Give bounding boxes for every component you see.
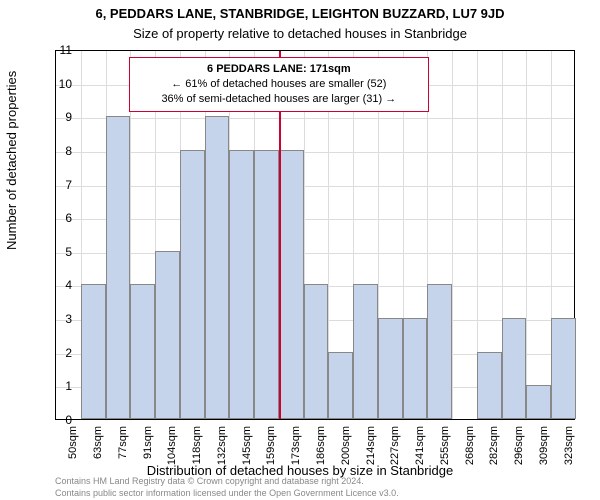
x-tick-label: 63sqm xyxy=(92,426,104,476)
bar xyxy=(427,284,452,419)
x-tick-label: 227sqm xyxy=(389,426,401,476)
gridline-h xyxy=(56,152,574,153)
x-tick-label: 91sqm xyxy=(142,426,154,476)
x-tick-label: 296sqm xyxy=(513,426,525,476)
marker-annotation: 6 PEDDARS LANE: 171sqm ← 61% of detached… xyxy=(129,57,429,112)
y-tick-label: 7 xyxy=(52,178,72,192)
page-title: 6, PEDDARS LANE, STANBRIDGE, LEIGHTON BU… xyxy=(0,6,600,21)
bar xyxy=(526,385,551,419)
x-tick-label: 77sqm xyxy=(117,426,129,476)
bar xyxy=(81,284,106,419)
y-tick-label: 2 xyxy=(52,346,72,360)
y-tick-label: 10 xyxy=(52,77,72,91)
y-tick-label: 5 xyxy=(52,245,72,259)
x-tick-label: 173sqm xyxy=(290,426,302,476)
y-tick-label: 9 xyxy=(52,110,72,124)
y-tick-label: 8 xyxy=(52,144,72,158)
gridline-h xyxy=(56,186,574,187)
x-tick-label: 309sqm xyxy=(538,426,550,476)
x-tick-label: 323sqm xyxy=(563,426,575,476)
bar xyxy=(502,318,527,419)
x-tick-label: 241sqm xyxy=(414,426,426,476)
y-tick-label: 3 xyxy=(52,312,72,326)
gridline-h xyxy=(56,118,574,119)
bar xyxy=(328,352,353,419)
gridline-v xyxy=(452,51,453,419)
gridline-h xyxy=(56,219,574,220)
x-tick-label: 104sqm xyxy=(166,426,178,476)
x-tick-label: 255sqm xyxy=(439,426,451,476)
footer-copyright-1: Contains HM Land Registry data © Crown c… xyxy=(55,476,364,486)
y-axis-label: Number of detached properties xyxy=(4,71,19,250)
bar xyxy=(254,150,279,419)
x-tick-label: 159sqm xyxy=(265,426,277,476)
gridline-v xyxy=(526,51,527,419)
x-tick-label: 118sqm xyxy=(191,426,203,476)
gridline-h xyxy=(56,253,574,254)
y-tick-label: 0 xyxy=(52,413,72,427)
y-tick-label: 6 xyxy=(52,211,72,225)
bar xyxy=(304,284,329,419)
chart-plot-area: 6 PEDDARS LANE: 171sqm ← 61% of detached… xyxy=(55,50,575,420)
bar xyxy=(130,284,155,419)
bar xyxy=(180,150,205,419)
x-tick-label: 268sqm xyxy=(464,426,476,476)
bar xyxy=(279,150,304,419)
page-subtitle: Size of property relative to detached ho… xyxy=(0,26,600,41)
bar xyxy=(229,150,254,419)
y-tick-label: 11 xyxy=(52,43,72,57)
annotation-line1: 6 PEDDARS LANE: 171sqm xyxy=(138,62,420,77)
x-tick-label: 132sqm xyxy=(216,426,228,476)
bar xyxy=(205,116,230,419)
x-tick-label: 186sqm xyxy=(315,426,327,476)
annotation-line2: ← 61% of detached houses are smaller (52… xyxy=(138,77,420,92)
bar xyxy=(106,116,131,419)
x-tick-label: 200sqm xyxy=(340,426,352,476)
y-tick-label: 4 xyxy=(52,278,72,292)
x-tick-label: 50sqm xyxy=(67,426,79,476)
bar xyxy=(403,318,428,419)
y-tick-label: 1 xyxy=(52,379,72,393)
footer-copyright-2: Contains public sector information licen… xyxy=(55,488,399,498)
bar xyxy=(155,251,180,419)
bar xyxy=(353,284,378,419)
x-tick-label: 145sqm xyxy=(241,426,253,476)
bar xyxy=(378,318,403,419)
x-tick-label: 282sqm xyxy=(488,426,500,476)
annotation-line3: 36% of semi-detached houses are larger (… xyxy=(138,92,420,107)
bar xyxy=(477,352,502,419)
x-tick-label: 214sqm xyxy=(365,426,377,476)
bar xyxy=(551,318,576,419)
